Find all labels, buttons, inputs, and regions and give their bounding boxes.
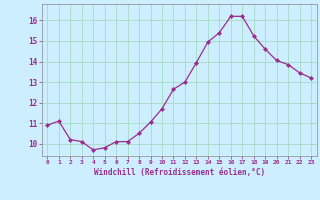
- X-axis label: Windchill (Refroidissement éolien,°C): Windchill (Refroidissement éolien,°C): [94, 168, 265, 177]
